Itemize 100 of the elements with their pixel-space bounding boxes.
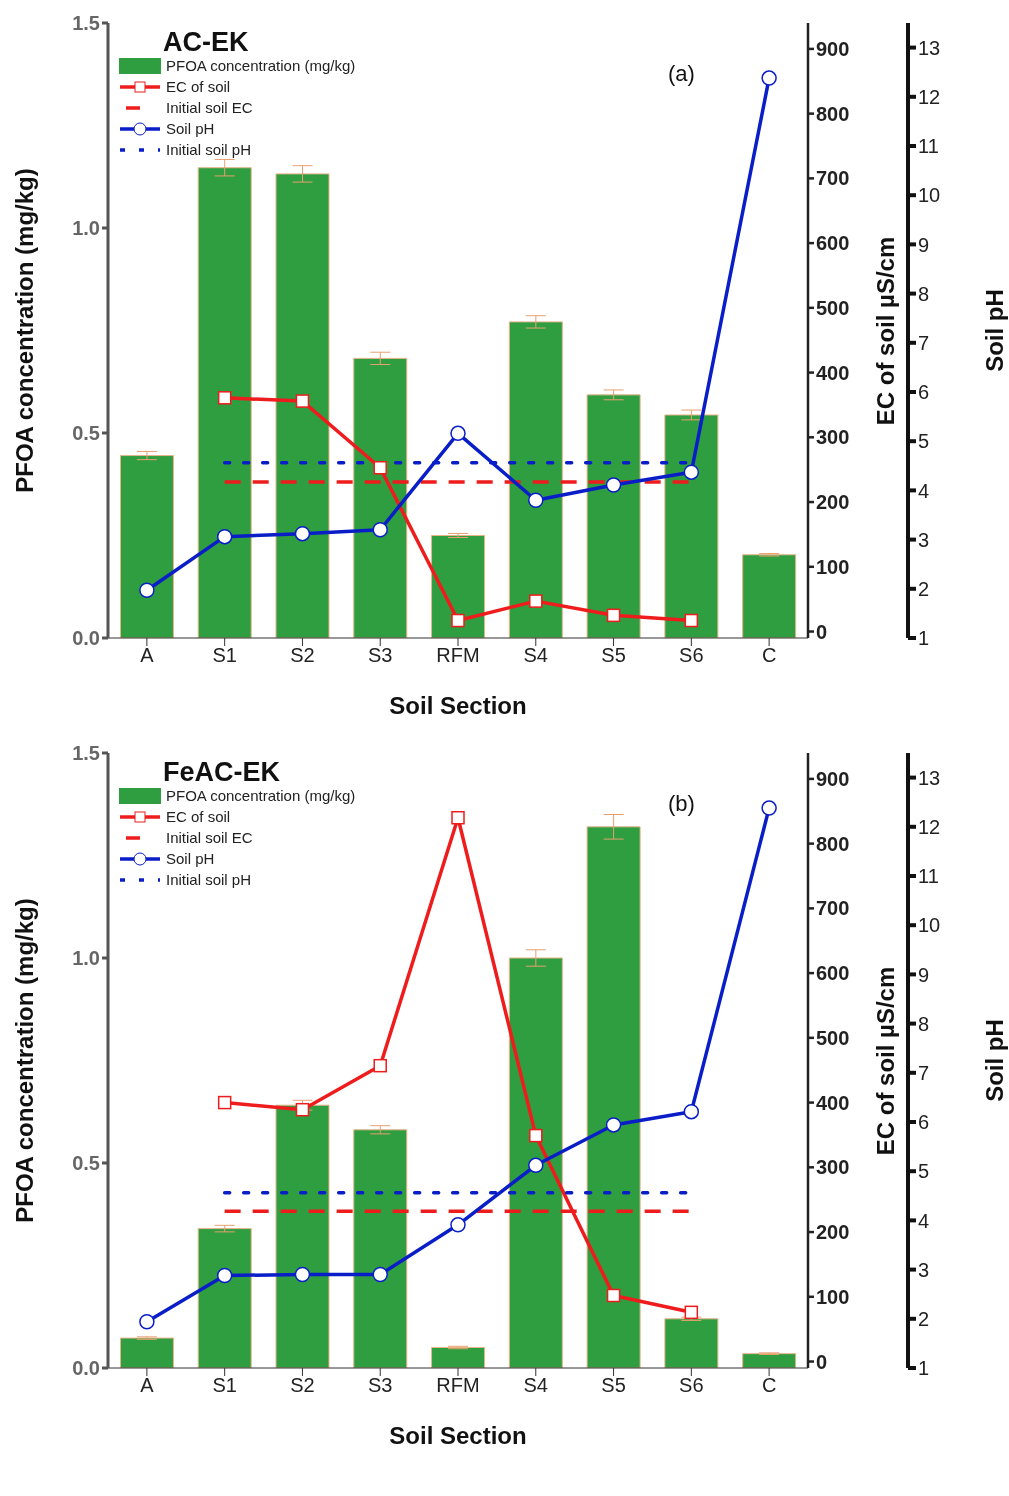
- point: [605, 1117, 622, 1133]
- y3-tick-label: 1: [918, 627, 930, 650]
- chart-title: AC-EK: [163, 27, 249, 58]
- point: [216, 1267, 233, 1284]
- y3-axis-title: Soil pH: [980, 1019, 1008, 1102]
- point: [372, 1266, 388, 1283]
- x-tick-label: S2: [290, 1374, 315, 1397]
- point: [139, 582, 155, 599]
- x-tick-label: RFM: [436, 1374, 480, 1397]
- bar: [508, 321, 563, 638]
- bar: [742, 554, 797, 638]
- x-tick-label: S1: [212, 1374, 237, 1397]
- point: [217, 1095, 232, 1110]
- x-tick-label: A: [140, 1374, 155, 1397]
- point: [451, 613, 465, 628]
- bar: [275, 1104, 330, 1368]
- y2-tick-label: 100: [816, 555, 850, 578]
- x-tick-label: C: [761, 1374, 777, 1397]
- point: [684, 1305, 699, 1320]
- x-tick-label: S2: [290, 644, 315, 667]
- legend-label: Initial soil EC: [166, 828, 253, 848]
- y3-tick-label: 10: [918, 914, 941, 937]
- bar: [353, 357, 408, 638]
- y2-tick-label: 700: [816, 167, 850, 190]
- y3-tick-label: 4: [918, 479, 930, 502]
- point: [373, 1058, 387, 1073]
- y2-tick-label: 900: [816, 37, 850, 60]
- y3-tick-label: 8: [918, 1012, 930, 1035]
- x-tick-label: S1: [212, 644, 237, 667]
- y3-tick-label: 3: [918, 1258, 930, 1281]
- y-tick-label: 0.5: [72, 422, 100, 445]
- bar: [119, 1337, 174, 1368]
- y3-tick-label: 5: [918, 1160, 930, 1183]
- annotation: (a): [668, 61, 695, 87]
- y3-tick-label: 2: [918, 577, 930, 600]
- y-tick-label: 1.0: [72, 217, 100, 240]
- legend-label: EC of soil: [166, 77, 231, 97]
- y3-tick-label: 13: [918, 36, 941, 59]
- y-tick-label: 1.5: [72, 742, 100, 765]
- y2-axis-title: EC of soil µS/cm: [872, 966, 900, 1155]
- legend-label: Initial soil pH: [166, 140, 252, 160]
- y3-tick-label: 5: [918, 430, 930, 453]
- y2-tick-label: 500: [816, 296, 850, 319]
- point: [295, 394, 310, 408]
- y3-tick-label: 9: [918, 233, 930, 256]
- y3-tick-label: 2: [918, 1307, 930, 1330]
- point: [683, 1103, 700, 1120]
- y3-tick-label: 7: [918, 1061, 930, 1084]
- point: [761, 800, 777, 816]
- x-tick-label: A: [140, 644, 155, 667]
- y2-axis-title: EC of soil µS/cm: [872, 236, 900, 425]
- legend-label: Soil pH: [166, 849, 215, 869]
- point: [295, 1102, 310, 1117]
- bar: [431, 535, 486, 638]
- point: [528, 492, 544, 508]
- x-axis-title: Soil Section: [389, 692, 527, 719]
- point: [683, 464, 700, 480]
- point: [294, 1266, 311, 1283]
- y3-tick-label: 8: [918, 282, 930, 305]
- y3-tick-label: 3: [918, 528, 930, 551]
- y2-tick-label: 600: [816, 962, 850, 985]
- y2-tick-label: 500: [816, 1026, 850, 1049]
- x-tick-label: S6: [679, 1374, 704, 1397]
- annotation: (b): [668, 791, 695, 817]
- legend-label: Initial soil EC: [166, 98, 253, 118]
- y2-tick-label: 400: [816, 1091, 850, 1114]
- y2-tick-label: 300: [816, 1156, 850, 1179]
- y3-tick-label: 11: [918, 135, 939, 158]
- legend-label: PFOA concentration (mg/kg): [166, 786, 356, 806]
- y3-tick-label: 6: [918, 381, 930, 404]
- x-tick-label: S3: [367, 644, 393, 667]
- point: [450, 425, 466, 442]
- y3-tick-label: 13: [918, 766, 941, 789]
- y3-axis-title: Soil pH: [980, 289, 1008, 372]
- y2-tick-label: 0: [816, 1350, 828, 1373]
- y3-tick-label: 12: [918, 815, 941, 838]
- y-axis-title: PFOA concentration (mg/kg): [10, 898, 38, 1223]
- y3-tick-label: 9: [918, 963, 930, 986]
- point: [529, 594, 543, 608]
- point: [451, 810, 465, 825]
- x-tick-label: S4: [523, 644, 549, 667]
- y3-tick-label: 11: [918, 865, 939, 888]
- y3-tick-label: 4: [918, 1209, 930, 1232]
- bar: [119, 455, 174, 638]
- y-tick-label: 0.0: [72, 627, 100, 650]
- point: [529, 1128, 543, 1143]
- bar: [431, 1347, 486, 1368]
- point: [139, 1314, 155, 1330]
- y2-tick-label: 300: [816, 426, 850, 449]
- point: [605, 477, 622, 493]
- y2-tick-label: 200: [816, 491, 850, 514]
- legend-label: PFOA concentration (mg/kg): [166, 56, 356, 76]
- bar: [664, 414, 719, 638]
- point: [528, 1157, 544, 1174]
- bar: [664, 1318, 719, 1368]
- point: [761, 70, 777, 86]
- x-tick-label: S4: [523, 1374, 549, 1397]
- y3-tick-label: 12: [918, 85, 941, 108]
- x-tick-label: S6: [679, 644, 704, 667]
- y2-tick-label: 400: [816, 361, 850, 384]
